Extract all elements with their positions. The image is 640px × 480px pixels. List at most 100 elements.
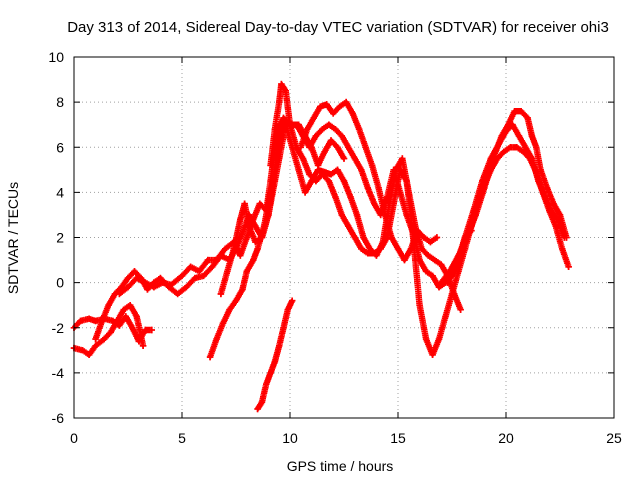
data-point <box>358 166 365 174</box>
data-point <box>114 317 121 325</box>
data-point <box>351 234 358 241</box>
x-tick-label: 25 <box>606 430 622 446</box>
data-point <box>496 139 503 146</box>
data-point <box>124 274 132 282</box>
data-point <box>105 301 112 309</box>
x-tick-label: 15 <box>390 430 406 446</box>
data-point <box>425 252 432 259</box>
data-point <box>524 114 531 122</box>
data-point <box>353 211 361 219</box>
data-point <box>243 268 250 275</box>
data-point <box>533 144 540 151</box>
data-point <box>355 126 363 133</box>
data-point <box>487 155 495 162</box>
y-tick-label: 6 <box>56 139 64 155</box>
data-point <box>390 166 397 174</box>
data-point <box>550 200 557 207</box>
data-point <box>139 342 147 349</box>
data-point <box>438 261 445 268</box>
data-point <box>340 155 348 162</box>
data-point <box>332 126 339 133</box>
y-tick-label: 4 <box>56 184 64 200</box>
data-point <box>288 297 296 304</box>
data-point <box>304 126 311 133</box>
data-point <box>77 317 84 325</box>
data-point <box>528 155 536 162</box>
data-point <box>150 283 158 291</box>
data-point <box>377 245 384 252</box>
data-point <box>267 162 274 169</box>
data-point <box>293 121 300 128</box>
data-point <box>92 317 99 325</box>
data-point <box>561 234 568 241</box>
data-point <box>541 193 549 201</box>
data-point <box>237 216 244 223</box>
data-point <box>325 177 333 185</box>
data-point <box>92 335 99 343</box>
data-point <box>358 245 365 252</box>
data-series <box>70 80 572 413</box>
data-point <box>243 234 250 241</box>
chart-title: Day 313 of 2014, Sidereal Day-to-day VTE… <box>67 19 609 36</box>
data-point <box>79 347 86 354</box>
y-tick-label: -6 <box>52 410 65 426</box>
y-tick-label: -4 <box>52 365 65 381</box>
data-point <box>219 320 227 327</box>
data-point <box>427 238 434 246</box>
series-markers <box>254 297 296 413</box>
data-point <box>422 268 430 275</box>
y-tick-label: -2 <box>52 320 65 336</box>
data-point <box>256 200 263 207</box>
data-point <box>314 166 322 174</box>
data-point <box>222 245 229 252</box>
data-point <box>422 335 430 343</box>
data-point <box>429 351 436 359</box>
data-point <box>101 335 108 343</box>
data-point <box>239 286 246 293</box>
data-point <box>85 315 93 322</box>
x-tick-label: 5 <box>178 430 186 446</box>
data-point <box>124 283 132 291</box>
data-point <box>401 256 408 264</box>
data-point <box>265 211 272 219</box>
data-point <box>394 245 402 252</box>
data-point <box>384 193 391 201</box>
data-point <box>433 234 441 241</box>
data-point <box>245 223 253 230</box>
data-point <box>284 306 292 313</box>
data-point <box>196 268 203 275</box>
data-point <box>310 114 317 122</box>
grid-lines <box>74 57 614 418</box>
data-point <box>157 274 164 282</box>
data-point <box>126 301 134 309</box>
data-point <box>129 324 136 331</box>
data-point <box>301 189 309 196</box>
data-point <box>319 126 326 133</box>
series-trace-11 <box>444 121 568 286</box>
data-point <box>565 263 572 271</box>
data-point <box>122 313 130 320</box>
data-point <box>444 279 451 286</box>
data-point <box>548 207 555 214</box>
data-point <box>479 177 486 185</box>
data-point <box>513 144 520 151</box>
data-point <box>254 245 261 252</box>
data-point <box>420 234 428 241</box>
data-point <box>338 211 346 219</box>
data-point <box>183 283 190 291</box>
x-tick-label: 0 <box>70 430 78 446</box>
data-point <box>558 245 566 252</box>
data-point <box>306 144 313 151</box>
data-point <box>537 166 544 174</box>
data-point <box>191 274 199 282</box>
data-point <box>142 326 149 334</box>
data-point <box>321 148 328 155</box>
data-point <box>431 256 438 264</box>
data-point <box>502 128 510 135</box>
data-point <box>299 155 307 162</box>
data-point <box>241 200 248 207</box>
data-point <box>327 171 335 178</box>
data-point <box>312 132 320 140</box>
data-point <box>338 132 346 140</box>
